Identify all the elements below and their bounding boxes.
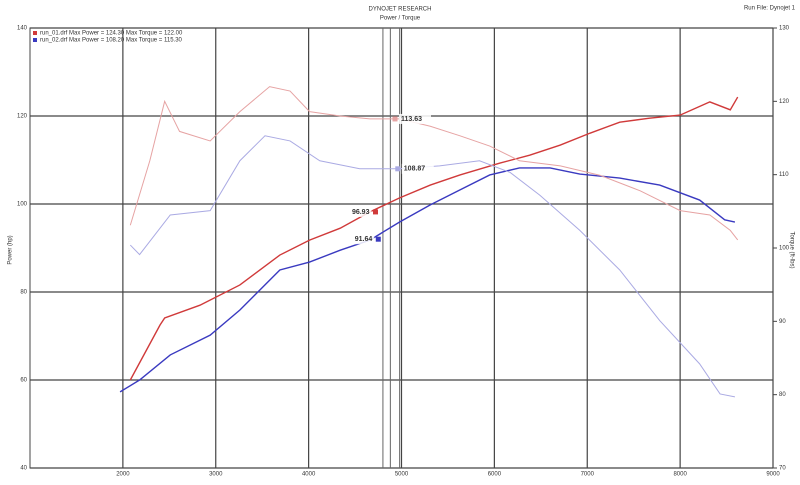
x-tick-label: 8000: [673, 472, 687, 478]
annotation-marker: [375, 236, 381, 242]
y-tick-label: 120: [17, 114, 28, 120]
y-axis-label: Power (hp): [8, 235, 14, 264]
y2-axis-label: Torque (ft-lbs): [788, 231, 794, 268]
annotation-label: 96.93: [352, 209, 370, 216]
header-right: Run File: Dynojet 1: [744, 6, 796, 12]
y-tick-label: 60: [20, 378, 27, 384]
y2-tick-label: 100: [779, 246, 790, 252]
y2-tick-label: 130: [779, 26, 790, 32]
y-tick-label: 80: [20, 290, 27, 296]
series-line: [119, 167, 736, 393]
annotation-marker: [395, 166, 401, 172]
x-tick-label: 2000: [116, 472, 130, 478]
x-tick-label: 9000: [766, 472, 780, 478]
y2-tick-label: 90: [779, 319, 786, 325]
y-tick-label: 140: [17, 26, 28, 32]
series-line: [129, 96, 739, 381]
annotation-label: 113.63: [401, 116, 422, 123]
y-tick-label: 100: [17, 202, 28, 208]
y2-tick-label: 80: [779, 392, 786, 398]
annotation-box: [339, 206, 372, 217]
annotation-box: [398, 113, 431, 124]
x-tick-label: 6000: [488, 472, 502, 478]
series-line: [129, 135, 736, 398]
y2-tick-label: 70: [779, 466, 786, 472]
y-tick-label: 40: [20, 466, 27, 472]
legend-swatch: [33, 31, 37, 35]
annotation-marker: [392, 116, 398, 122]
chart-subtitle: Power / Torque: [380, 16, 421, 22]
x-tick-label: 5000: [395, 472, 409, 478]
legend-label: run_01.drf Max Power = 124.30 Max Torque…: [40, 31, 183, 37]
y2-tick-label: 110: [779, 172, 789, 178]
annotation-label: 108.87: [404, 166, 426, 173]
x-tick-label: 4000: [302, 472, 316, 478]
y2-tick-label: 120: [779, 99, 790, 105]
annotation-box: [342, 234, 375, 245]
x-tick-label: 7000: [581, 472, 595, 478]
chart-title: DYNOJET RESEARCH: [369, 7, 432, 13]
annotation-box: [401, 163, 434, 174]
legend-label: run_02.drf Max Power = 108.20 Max Torque…: [40, 38, 183, 44]
x-tick-label: 3000: [209, 472, 223, 478]
legend-swatch: [33, 38, 37, 42]
series-line: [129, 86, 739, 241]
annotation-label: 91.64: [355, 236, 373, 243]
annotation-marker: [372, 209, 378, 215]
